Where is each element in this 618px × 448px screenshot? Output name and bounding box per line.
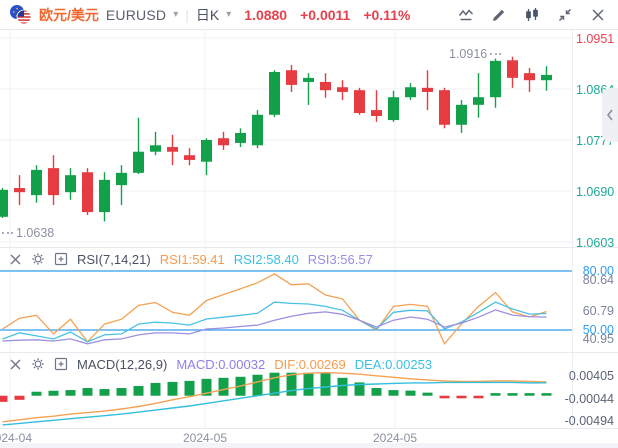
price-change-percent: +0.11%: [363, 6, 411, 23]
pair-name-cn: 欧元/美元: [39, 6, 99, 23]
rsi-title: RSI(7,14,21): [77, 251, 151, 267]
rsi-ref-50-label: 50.00: [582, 323, 614, 337]
interval-dropdown-caret[interactable]: ▾: [226, 9, 232, 20]
macd-title: MACD(12,26,9): [77, 356, 168, 372]
draw-pencil-icon[interactable]: [487, 4, 511, 26]
rsi1-value-label: RSI1:59.41: [159, 251, 225, 267]
price-change: +0.0011: [300, 6, 351, 23]
pair-symbol[interactable]: EURUSD: [105, 6, 167, 23]
dea-value-label: DEA:0.00253: [354, 356, 433, 372]
rsi-expand-icon[interactable]: [54, 252, 68, 266]
rsi-scale-mid-label: 60.79: [582, 304, 614, 318]
interval-selector[interactable]: 日K: [195, 6, 220, 23]
high-price-annotation: 1.0916: [449, 47, 502, 61]
macd-value-label: MACD:0.00032: [176, 356, 266, 372]
symbol-dropdown-caret[interactable]: ▾: [173, 9, 179, 20]
date-tick-2: 2024-05: [182, 431, 228, 445]
collapse-chart-icon[interactable]: [553, 4, 577, 26]
macd-scale-mid-label: -0.00044: [564, 392, 614, 406]
date-tick-3: 2024-05: [372, 431, 418, 445]
toolbar: 欧元/美元 EURUSD ▾ | 日K ▾ 1.0880 +0.0011 +0.…: [0, 0, 618, 30]
rsi-settings-gear-icon[interactable]: [31, 252, 45, 266]
macd-expand-icon[interactable]: [54, 357, 68, 371]
rsi-scale-max-label: 80.64: [582, 273, 614, 287]
dif-value-label: DIF:0.00269: [274, 356, 346, 372]
chart-style-candles-icon[interactable]: [520, 4, 544, 26]
price-tick-4: 1.0690: [576, 185, 615, 199]
rsi3-value-label: RSI3:56.57: [307, 251, 373, 267]
rsi-scale-min-label: 40.95: [582, 332, 614, 346]
bottom-scroll-strip[interactable]: [0, 443, 618, 448]
macd-panel-header: MACD(12,26,9) MACD:0.00032 DIF:0.00269 D…: [0, 355, 432, 373]
high-dotted-line: [490, 53, 502, 55]
price-tick-1: 1.0951: [576, 32, 615, 46]
low-dotted-line: [2, 232, 13, 234]
indicator-icon[interactable]: [454, 4, 478, 26]
axis-collapse-tab[interactable]: [602, 88, 618, 142]
last-price: 1.0880: [244, 6, 288, 23]
pair-flag-icon: [8, 4, 32, 25]
macd-close-icon[interactable]: [9, 358, 22, 371]
low-price-annotation: 1.0638: [2, 226, 54, 240]
macd-settings-gear-icon[interactable]: [31, 357, 45, 371]
price-tick-5: 1.0603: [576, 236, 615, 250]
date-tick-1: 2024-04: [0, 431, 33, 445]
rsi-ref-80-label: 80.00: [582, 264, 614, 278]
macd-scale-max-label: 0.00405: [568, 369, 614, 383]
rsi-panel-header: RSI(7,14,21) RSI1:59.41 RSI2:58.40 RSI3:…: [0, 250, 373, 268]
close-chart-icon[interactable]: [586, 4, 610, 26]
chevron-left-icon: [606, 109, 613, 121]
toolbar-actions: [454, 4, 610, 26]
rsi-close-icon[interactable]: [9, 253, 22, 266]
rsi2-value-label: RSI2:58.40: [233, 251, 299, 267]
toolbar-divider: |: [185, 6, 189, 23]
macd-scale-min-label: -0.00494: [564, 414, 614, 428]
